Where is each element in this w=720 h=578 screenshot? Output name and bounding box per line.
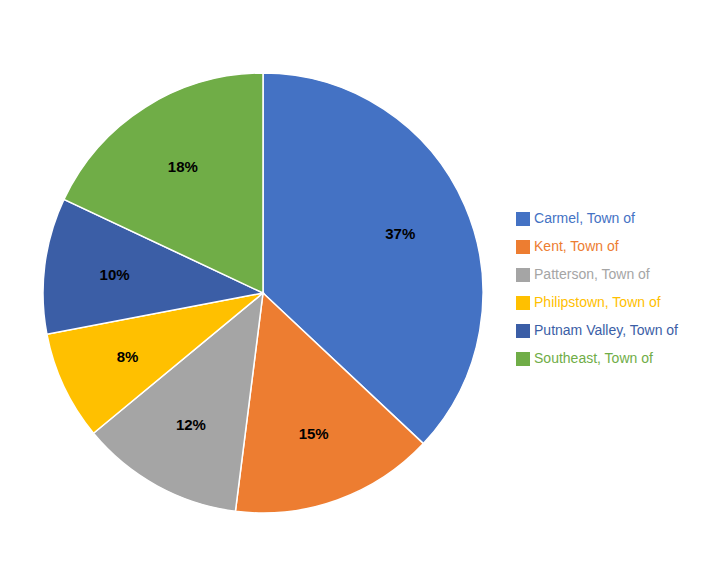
- svg-text:10%: 10%: [100, 266, 130, 283]
- html-text:Putnam Valley, Town of: Putnam Valley, Town of: [534, 322, 678, 338]
- html-text:Kent, Town of: Kent, Town of: [534, 238, 619, 254]
- svg-text:18%: 18%: [168, 158, 198, 175]
- svg-text:37%: 37%: [385, 225, 415, 242]
- svg-text:12%: 12%: [176, 416, 206, 433]
- html-text:Southeast, Town of: Southeast, Town of: [534, 350, 653, 366]
- html-text:Patterson, Town of: Patterson, Town of: [534, 266, 650, 282]
- svg-text:8%: 8%: [117, 348, 139, 365]
- svg-text:15%: 15%: [299, 425, 329, 442]
- html-text:Carmel, Town of: Carmel, Town of: [534, 210, 635, 226]
- html-text:Philipstown, Town of: Philipstown, Town of: [534, 294, 661, 310]
